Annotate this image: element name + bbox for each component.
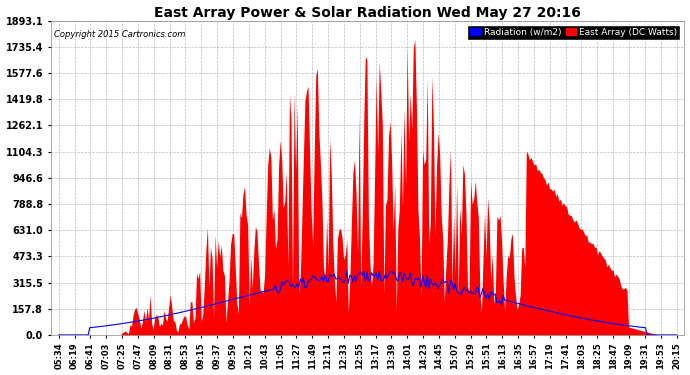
- Title: East Array Power & Solar Radiation Wed May 27 20:16: East Array Power & Solar Radiation Wed M…: [154, 6, 581, 20]
- Text: Copyright 2015 Cartronics.com: Copyright 2015 Cartronics.com: [54, 30, 186, 39]
- Legend: Radiation (w/m2), East Array (DC Watts): Radiation (w/m2), East Array (DC Watts): [467, 25, 680, 40]
